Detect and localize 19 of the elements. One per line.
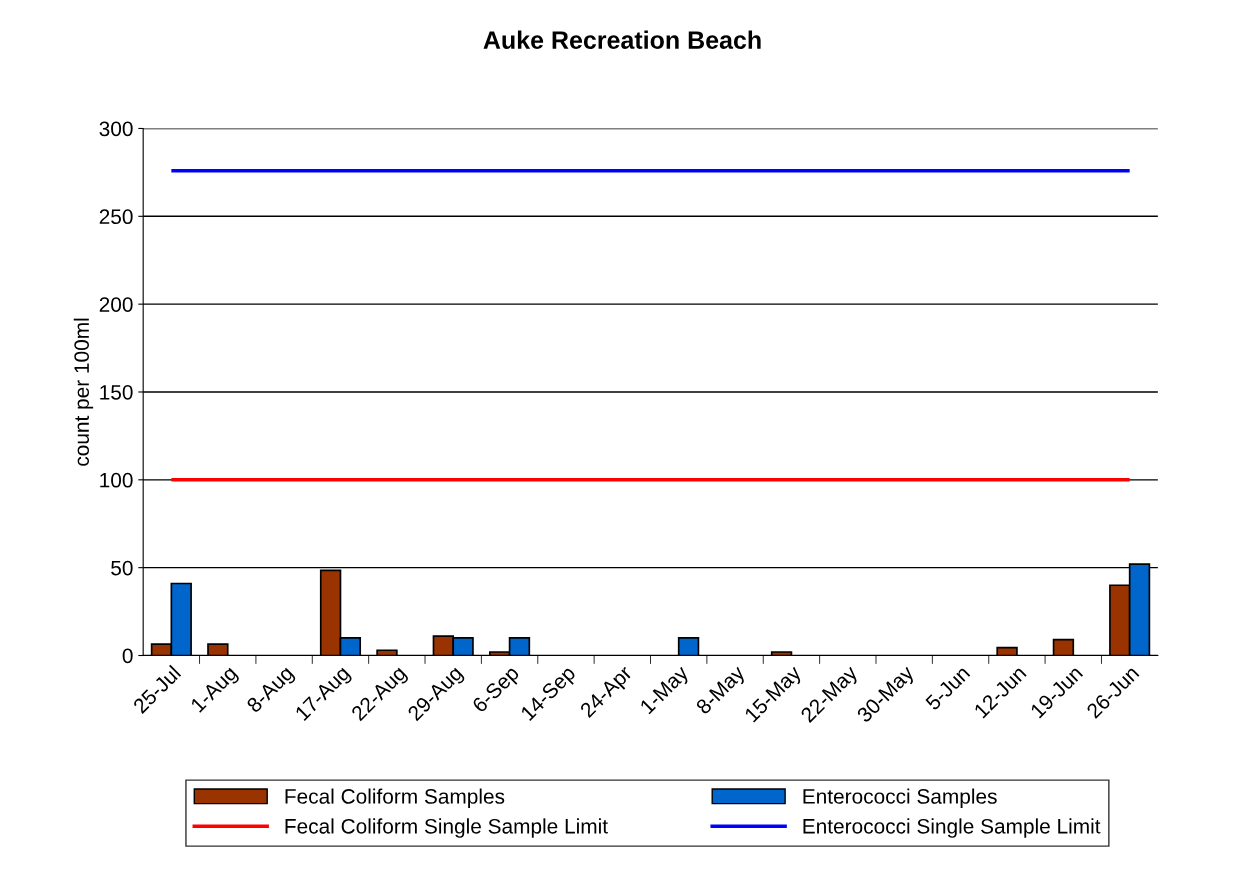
legend-label: Fecal Coliform Samples [285,788,505,808]
y-tick-label: 300 [99,121,133,137]
y-tick-label: 250 [99,209,133,225]
bar [770,651,793,656]
y-tick-label: 150 [100,384,133,400]
y-tick-label: 0 [122,648,133,664]
bar [996,646,1018,656]
y-axis-title: count per 100ml [73,318,94,466]
legend-label: Enterococci Single Sample Limit [803,818,1101,838]
legend-label: Enterococci Samples [803,788,997,808]
bar [376,649,398,656]
y-tick-label: 100 [100,472,133,488]
y-tick-label: 200 [99,297,133,312]
y-tick-label: 50 [111,560,133,576]
bar [1052,638,1075,656]
chart-title: Auke Recreation Beach [483,30,761,49]
bar [207,643,229,656]
bar [677,637,700,656]
legend-label: Fecal Coliform Single Sample Limit [285,818,608,838]
